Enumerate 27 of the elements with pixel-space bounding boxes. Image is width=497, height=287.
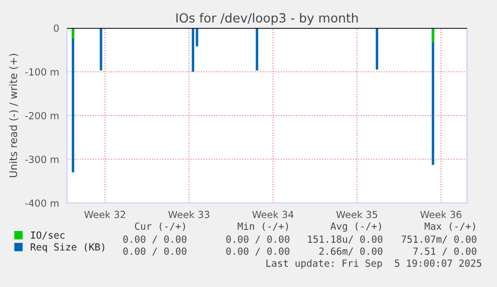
x-tick-label: Week 33 <box>168 210 210 218</box>
text: Last update: Fri Sep 5 19:00:07 2025 <box>266 259 482 269</box>
y-tick-label: -200 m <box>25 112 59 120</box>
text: Min (-/+) <box>238 222 288 231</box>
chart-title: IOs for /dev/loop3 - by month <box>176 12 358 26</box>
x-tick-label: Week 35 <box>336 210 378 218</box>
x-tick-label: Week 36 <box>420 210 462 218</box>
text: 0.00 / 0.00 <box>226 247 290 256</box>
text: Cur (-/+) <box>134 222 185 231</box>
text: 0.00 / 0.00 <box>123 235 186 244</box>
y-tick-label: -300 m <box>25 156 59 164</box>
legend-label: IO/sec <box>31 231 64 240</box>
text: 0.00 / 0.00 <box>123 247 186 256</box>
legend-label: Req Size (KB) <box>30 243 104 253</box>
text: Max (-/+) <box>424 222 475 231</box>
text: Avg (-/+) <box>330 222 381 232</box>
y-tick-label: 0 <box>54 24 59 32</box>
x-tick-label: Week 34 <box>252 210 294 218</box>
text: 2.66m/ 0.00 <box>319 247 382 256</box>
text: 751.07m/ 0.00 <box>402 235 476 244</box>
y-tick-label: -100 m <box>25 68 59 76</box>
y-axis-title: Units read (-) / write (+) <box>9 54 18 178</box>
text: 151.18u/ 0.00 <box>308 235 382 244</box>
text: 0.00 / 0.00 <box>226 235 290 244</box>
text: 7.51 / 0.00 <box>413 247 476 256</box>
x-tick-label: Week 32 <box>84 210 126 218</box>
y-tick-label: -400 m <box>25 199 59 207</box>
